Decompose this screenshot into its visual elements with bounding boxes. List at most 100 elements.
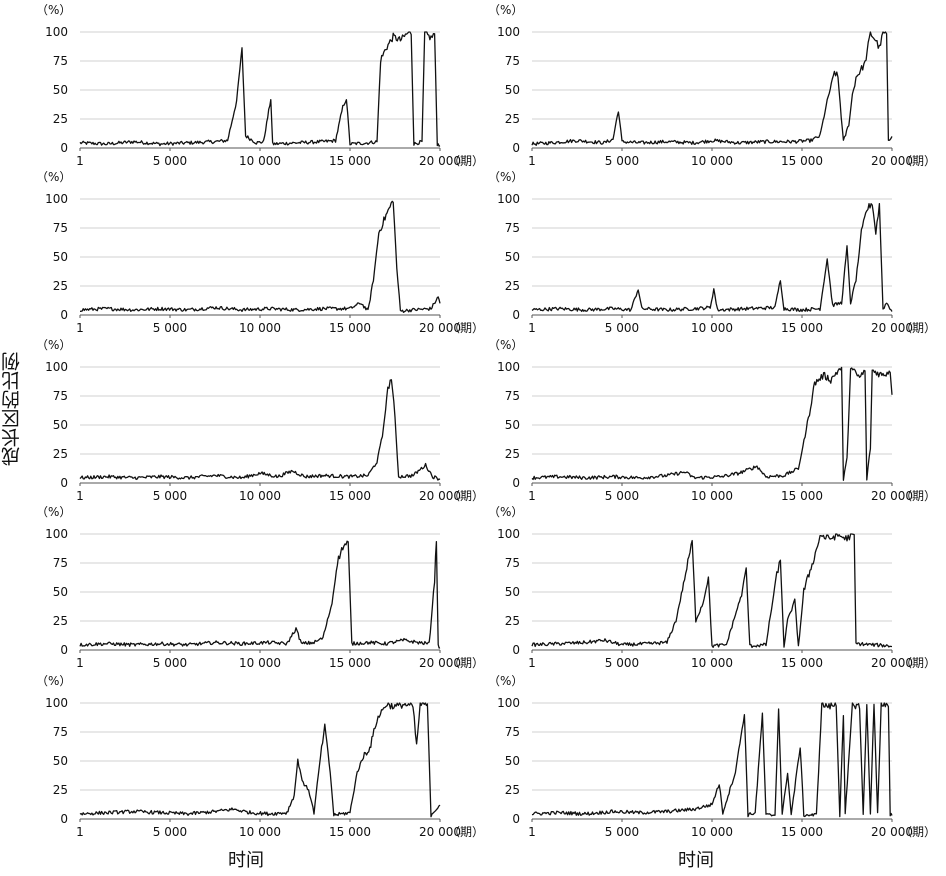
x-tick-label: 5 000	[153, 656, 187, 670]
y-tick-label: 50	[505, 754, 520, 768]
y-tick-label: 100	[45, 192, 68, 206]
x-tick-label: 20 000	[871, 154, 913, 168]
y-tick-label: 100	[45, 360, 68, 374]
x-tick-label: 1	[528, 825, 536, 839]
x-tick-label: 15 000	[781, 825, 823, 839]
x-tick-label: 15 000	[329, 321, 371, 335]
x-tick-label: 5 000	[153, 489, 187, 503]
figure-x-axis-label-left: 时间	[228, 850, 264, 871]
y-tick-label: 25	[53, 112, 68, 126]
y-tick-label: 25	[53, 783, 68, 797]
y-tick-label: 75	[505, 725, 520, 739]
x-tick-label: 1	[76, 321, 84, 335]
y-tick-label: 50	[505, 250, 520, 264]
x-tick-label: 20 000	[419, 825, 461, 839]
x-tick-label: 10 000	[691, 489, 733, 503]
x-tick-label: 20 000	[871, 656, 913, 670]
figure-x-axis-label-right: 时间	[678, 850, 714, 871]
x-unit-label: （期）	[900, 489, 936, 503]
series-line	[79, 379, 441, 481]
x-unit-label: （期）	[900, 321, 936, 335]
series-line	[531, 366, 893, 481]
x-tick-label: 20 000	[419, 489, 461, 503]
x-tick-label: 10 000	[691, 321, 733, 335]
y-tick-label: 100	[45, 696, 68, 710]
x-tick-label: 1	[76, 656, 84, 670]
y-tick-label: 100	[45, 25, 68, 39]
y-tick-label: 0	[512, 643, 520, 657]
series-line	[79, 540, 441, 649]
x-tick-label: 1	[528, 489, 536, 503]
y-tick-label: 75	[53, 54, 68, 68]
x-tick-label: 20 000	[419, 321, 461, 335]
series-line	[531, 702, 893, 818]
series-line	[80, 200, 441, 313]
y-tick-label: 50	[53, 585, 68, 599]
x-tick-label: 5 000	[605, 154, 639, 168]
x-tick-label: 10 000	[239, 489, 281, 503]
y-unit-label: （%）	[36, 674, 71, 688]
y-tick-label: 75	[53, 221, 68, 235]
x-tick-label: 10 000	[691, 656, 733, 670]
x-tick-label: 20 000	[419, 154, 461, 168]
x-tick-label: 10 000	[239, 154, 281, 168]
y-tick-label: 0	[60, 308, 68, 322]
y-tick-label: 75	[505, 389, 520, 403]
y-tick-label: 100	[497, 696, 520, 710]
x-tick-label: 5 000	[153, 321, 187, 335]
y-tick-label: 0	[512, 141, 520, 155]
y-tick-label: 75	[505, 221, 520, 235]
x-tick-label: 15 000	[781, 154, 823, 168]
x-unit-label: （期）	[900, 154, 936, 168]
x-unit-label: （期）	[448, 154, 484, 168]
x-unit-label: （期）	[448, 825, 484, 839]
y-tick-label: 25	[53, 447, 68, 461]
x-unit-label: （期）	[448, 321, 484, 335]
series-line	[79, 31, 441, 147]
x-tick-label: 15 000	[781, 656, 823, 670]
y-tick-label: 25	[505, 614, 520, 628]
y-tick-label: 100	[497, 25, 520, 39]
y-tick-label: 100	[497, 360, 520, 374]
x-tick-label: 1	[528, 656, 536, 670]
x-tick-label: 5 000	[605, 321, 639, 335]
y-tick-label: 50	[53, 754, 68, 768]
x-tick-label: 1	[76, 154, 84, 168]
y-unit-label: （%）	[36, 505, 71, 519]
y-unit-label: （%）	[36, 3, 71, 17]
y-unit-label: （%）	[488, 674, 523, 688]
x-tick-label: 15 000	[329, 489, 371, 503]
figure-y-axis-label: 成长区的比例	[1, 352, 23, 466]
y-tick-label: 75	[53, 556, 68, 570]
series-line	[531, 533, 892, 649]
series-line	[531, 202, 893, 313]
x-tick-label: 15 000	[329, 154, 371, 168]
y-tick-label: 25	[505, 783, 520, 797]
y-tick-label: 50	[505, 585, 520, 599]
x-tick-label: 1	[76, 825, 84, 839]
series-line	[79, 702, 441, 818]
x-tick-label: 1	[528, 321, 536, 335]
x-unit-label: （期）	[900, 656, 936, 670]
y-unit-label: （%）	[488, 170, 523, 184]
x-tick-label: 5 000	[605, 825, 639, 839]
y-unit-label: （%）	[488, 3, 523, 17]
y-unit-label: （%）	[488, 338, 523, 352]
y-tick-label: 50	[505, 418, 520, 432]
x-tick-label: 20 000	[871, 825, 913, 839]
series-line	[531, 31, 893, 146]
y-tick-label: 0	[512, 476, 520, 490]
y-tick-label: 0	[60, 812, 68, 826]
y-tick-label: 50	[53, 418, 68, 432]
x-unit-label: （期）	[900, 825, 936, 839]
y-tick-label: 100	[45, 527, 68, 541]
x-tick-label: 5 000	[153, 154, 187, 168]
